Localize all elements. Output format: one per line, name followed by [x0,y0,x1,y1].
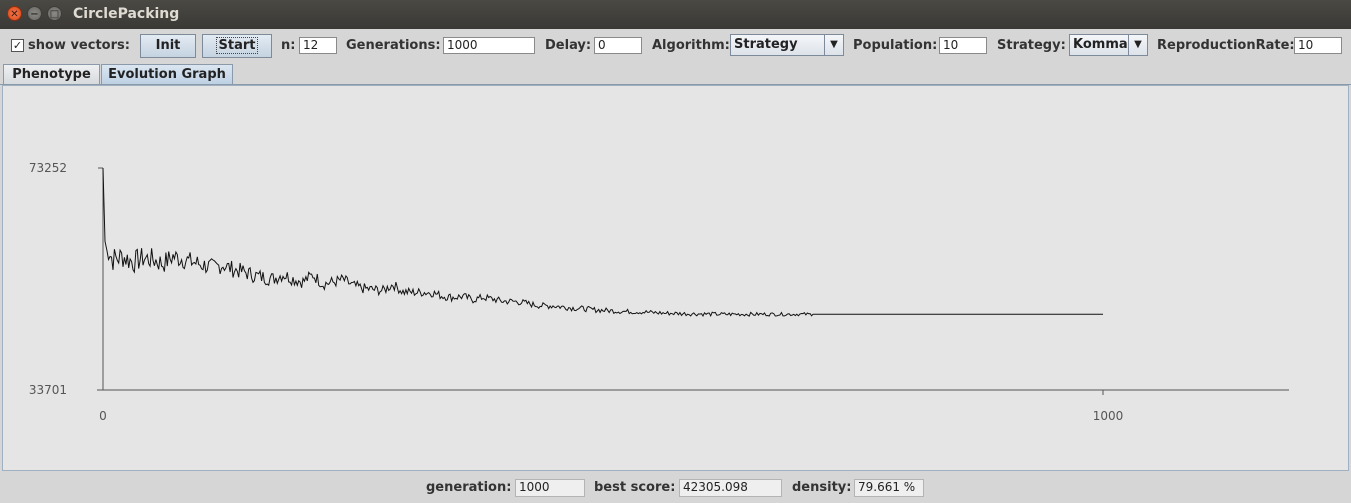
algorithm-value: Strategy [734,37,798,52]
y-tick-label-min: 33701 [29,383,67,397]
show-vectors-checkbox[interactable]: ✓ [11,39,24,52]
toolbar: ✓ show vectors: Init Start n: 12 Generat… [0,29,1351,62]
generations-input[interactable]: 1000 [443,37,535,54]
init-button-label: Init [155,38,181,53]
n-input[interactable]: 12 [299,37,337,54]
close-icon[interactable]: ✕ [7,6,22,21]
show-vectors-label: show vectors: [28,38,130,53]
density-value: 79.661 % [854,479,924,497]
strategy-label: Strategy: [997,38,1066,53]
strategy-select[interactable]: Komma ▼ [1069,34,1148,56]
y-tick-label-max: 73252 [29,161,67,175]
algorithm-label: Algorithm: [652,38,730,53]
chevron-down-icon[interactable]: ▼ [1128,35,1147,55]
generation-label: generation: [426,480,512,495]
best-score-label: best score: [594,480,676,495]
delay-label: Delay: [545,38,592,53]
n-label: n: [281,38,296,53]
generations-label: Generations: [346,38,441,53]
init-button[interactable]: Init [140,34,196,58]
window-title: CirclePacking [73,6,180,22]
tab-evolution-graph[interactable]: Evolution Graph [101,64,233,85]
generation-value: 1000 [515,479,585,497]
density-label: density: [792,480,852,495]
reproduction-rate-label: ReproductionRate: [1157,38,1295,53]
evolution-graph-panel: 73252 33701 0 1000 [2,85,1349,471]
tab-phenotype[interactable]: Phenotype [3,64,100,85]
best-score-value: 42305.098 [679,479,782,497]
evolution-graph: 73252 33701 0 1000 [29,161,1289,423]
tab-divider [0,84,1351,85]
population-input[interactable]: 10 [939,37,987,54]
start-button[interactable]: Start [202,34,272,58]
start-button-label: Start [215,37,259,54]
series-line-0 [102,167,1103,318]
x-tick-label-end: 1000 [1093,409,1124,423]
x-tick-label-start: 0 [99,409,107,423]
reproduction-rate-input[interactable]: 10 [1294,37,1342,54]
status-bar: generation: 1000 best score: 42305.098 d… [0,471,1351,503]
strategy-value: Komma [1073,37,1128,52]
title-bar: ✕ − □ CirclePacking [0,0,1351,29]
population-label: Population: [853,38,938,53]
delay-input[interactable]: 0 [594,37,642,54]
maximize-icon[interactable]: □ [47,6,62,21]
minimize-icon[interactable]: − [27,6,42,21]
chevron-down-icon[interactable]: ▼ [824,35,843,55]
algorithm-select[interactable]: Strategy ▼ [730,34,844,56]
